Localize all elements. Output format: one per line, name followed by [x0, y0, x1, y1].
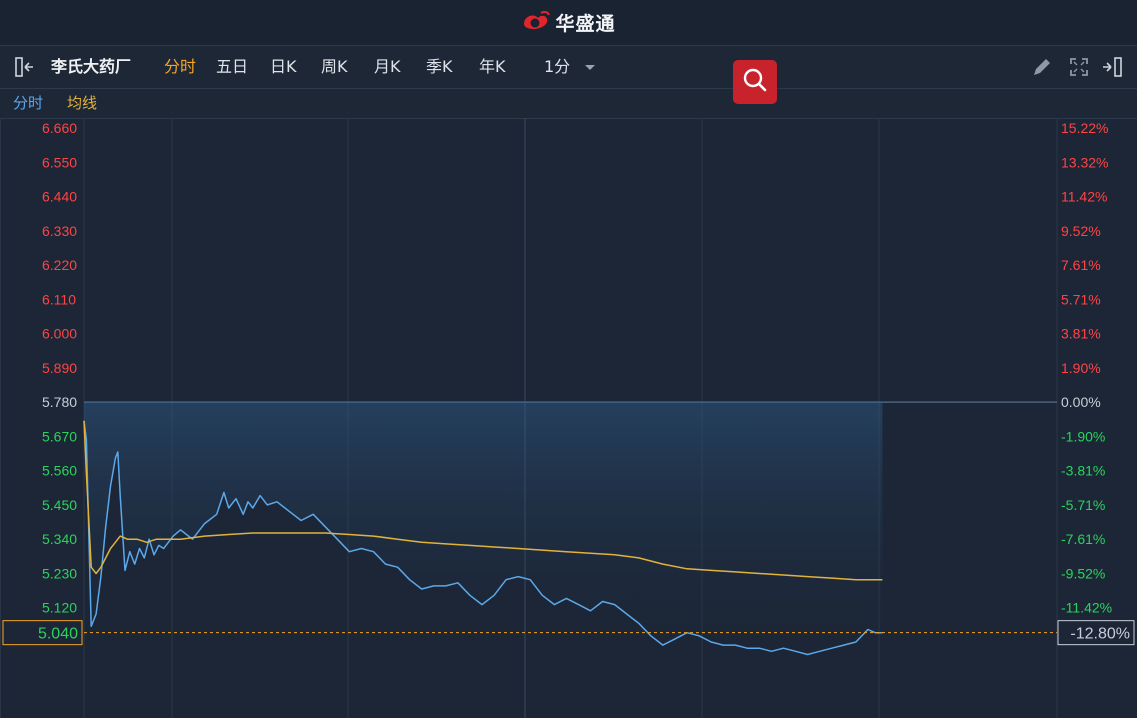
tab-intraday[interactable]: 分时 [164, 57, 197, 76]
tab-yearly-k[interactable]: 年K [479, 57, 506, 76]
y-tick-right: 7.61% [1061, 257, 1101, 273]
y-tick-left: 5.340 [42, 531, 77, 547]
y-tick-left: 5.120 [42, 600, 77, 616]
tab-monthly-k[interactable]: 月K [374, 57, 401, 76]
y-tick-right: 5.71% [1061, 291, 1101, 307]
y-tick-right: -9.52% [1061, 565, 1105, 581]
brand: 华盛通 [521, 9, 615, 36]
y-tick-left: 5.890 [42, 360, 77, 376]
y-tick-left: 5.450 [42, 497, 77, 513]
top-bar: 华盛通 [0, 0, 1137, 46]
y-tick-left: 6.440 [42, 189, 77, 205]
stock-name[interactable]: 李氏大药厂 [51, 57, 132, 76]
brand-name: 华盛通 [555, 13, 616, 35]
y-tick-left: 5.230 [42, 565, 77, 581]
search-icon [741, 66, 769, 98]
y-tick-left: 6.000 [42, 326, 77, 342]
caret-down-icon [575, 57, 597, 76]
y-tick-right: 3.81% [1061, 326, 1101, 342]
chart-left-border [0, 118, 1, 718]
current-change-label: -12.80% [1070, 626, 1130, 643]
tab-daily-k[interactable]: 日K [270, 57, 297, 76]
tab-quarterly-k[interactable]: 季K [426, 57, 453, 76]
y-tick-right: 11.42% [1061, 189, 1107, 205]
price-line [83, 420, 883, 656]
legend-bar: 分时 均线 [0, 89, 1137, 119]
fullscreen-icon[interactable] [1068, 46, 1090, 88]
current-change-box [1057, 620, 1135, 646]
y-tick-left: 6.330 [42, 223, 77, 239]
collapse-left-icon[interactable] [14, 46, 40, 88]
y-tick-left: 5.780 [42, 394, 77, 410]
y-tick-right: -3.81% [1061, 463, 1105, 479]
y-tick-left: 5.670 [42, 428, 77, 444]
y-tick-right: -1.90% [1061, 428, 1105, 444]
chart-toolbar: 李氏大药厂 分时 五日 日K 周K 月K 季K 年K 1分 [0, 46, 1137, 89]
search-button[interactable] [733, 60, 777, 104]
huashengtong-logo-icon [521, 10, 551, 36]
current-price-label: 5.040 [38, 626, 78, 643]
y-tick-right: 0.00% [1061, 394, 1101, 410]
y-tick-right: 13.32% [1061, 154, 1108, 170]
y-tick-right: -5.71% [1061, 497, 1105, 513]
y-tick-right: -7.61% [1061, 531, 1105, 547]
pencil-icon[interactable] [1030, 46, 1052, 88]
y-tick-left: 6.550 [42, 154, 77, 170]
y-tick-left: 6.220 [42, 257, 77, 273]
intraday-chart[interactable]: 6.660 15.22% 6.550 13.32% 6.440 11.42% 6.330 9.… [0, 118, 1137, 718]
average-line [83, 420, 883, 581]
y-tick-right: 1.90% [1061, 360, 1101, 376]
y-tick-right: -11.42% [1061, 600, 1112, 616]
y-tick-left: 5.560 [42, 463, 77, 479]
price-area [84, 402, 883, 655]
legend-average: 均线 [67, 94, 98, 112]
y-tick-right: 9.52% [1061, 223, 1101, 239]
tab-five-day[interactable]: 五日 [216, 57, 249, 76]
interval-select[interactable]: 1分 [544, 46, 597, 88]
legend-price: 分时 [13, 94, 44, 112]
tab-weekly-k[interactable]: 周K [321, 57, 348, 76]
current-price-box [2, 620, 83, 646]
y-tick-left: 6.110 [42, 291, 76, 307]
collapse-right-icon[interactable] [1101, 46, 1127, 88]
y-tick-left: 6.660 [42, 120, 77, 136]
y-tick-right: 15.22% [1061, 120, 1108, 136]
interval-label: 1分 [544, 57, 571, 76]
